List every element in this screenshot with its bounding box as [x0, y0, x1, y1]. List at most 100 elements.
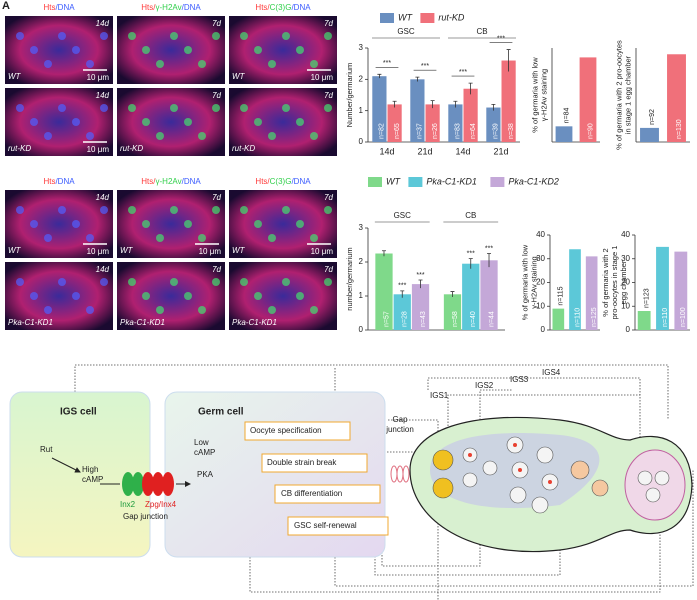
y-axis-label: % of germaria with low [520, 244, 529, 320]
cell-stain [100, 206, 108, 214]
y-tick-label: 1 [359, 291, 364, 300]
genotype-label: WT [232, 72, 246, 81]
significance: *** [383, 60, 391, 67]
rut-label: Rut [40, 445, 53, 454]
cell-stain [16, 104, 24, 112]
time-label: 7d [212, 193, 221, 202]
genotype-label: WT [8, 246, 22, 255]
y-tick-label: 1 [359, 106, 364, 115]
bar [410, 79, 425, 142]
cell-stain [268, 60, 276, 68]
significance: *** [467, 250, 475, 257]
group-label: CB [476, 27, 487, 36]
cell-stain [198, 60, 206, 68]
value-label: n=39 [493, 123, 500, 139]
legend-swatch [380, 13, 394, 23]
igs-title: IGS cell [60, 407, 97, 418]
time-label: 7d [212, 265, 221, 274]
value-label: n=125 [591, 307, 598, 327]
cell-stain [282, 104, 290, 112]
y-tick-label: 30 [536, 254, 545, 263]
region-label: IGS1 [430, 391, 449, 400]
legend-label: WT [386, 176, 401, 186]
cells [432, 436, 670, 514]
micrograph [117, 262, 225, 330]
output-label: GSC self-renewal [294, 521, 357, 530]
channel-name: /DNA [182, 3, 202, 12]
cell-stain [198, 306, 206, 314]
connector [249, 530, 661, 593]
bar [585, 256, 598, 330]
cell-stain [156, 132, 164, 140]
germ-title: Germ cell [198, 407, 244, 418]
channel-name: Hts/ [141, 3, 156, 12]
cell-stain [128, 206, 136, 214]
bar [555, 126, 573, 142]
output-box [274, 484, 381, 504]
cell-stain [170, 32, 178, 40]
zpg-label: Zpg/Inx4 [145, 500, 177, 509]
bar [480, 260, 498, 330]
error-bar [418, 279, 423, 289]
micrograph [229, 16, 337, 84]
cell-stain [156, 306, 164, 314]
pka-label: PKA [197, 470, 214, 479]
y-tick-label: 0 [626, 325, 631, 334]
y-tick-label: 10 [621, 301, 630, 310]
cell-stain [296, 46, 304, 54]
cell-stain [324, 206, 332, 214]
genotype-label: rut-KD [8, 144, 31, 153]
cell-stain [268, 234, 276, 242]
channel-name: C(3)G [270, 3, 292, 12]
cell-stain [44, 132, 52, 140]
cell-stain [282, 32, 290, 40]
value-label: n=65 [394, 123, 401, 139]
cell-stain [16, 206, 24, 214]
micrograph [229, 88, 337, 156]
cell-stain [86, 132, 94, 140]
value-label: n=130 [676, 119, 683, 139]
bar [667, 54, 686, 143]
channel-name: Hts/ [255, 177, 270, 186]
figure-label: A [2, 0, 10, 12]
camp-label: cAMP [82, 475, 103, 484]
bar [579, 57, 597, 142]
category-label: CB [465, 211, 476, 220]
cell-stain [240, 32, 248, 40]
output-box [261, 453, 368, 473]
value-label: n=82 [379, 123, 386, 139]
cell-stain [58, 206, 66, 214]
genotype-label: Pka-C1-KD1 [120, 318, 165, 327]
cell-stain [324, 278, 332, 286]
channel-name: /DNA [291, 177, 311, 186]
channel-name: γ-H2Av [156, 177, 182, 186]
cell-stain [184, 118, 192, 126]
cell-stain [86, 306, 94, 314]
cell-stain [296, 292, 304, 300]
value-label: n=57 [383, 311, 390, 327]
x-tick-label: 21d [493, 146, 508, 156]
time-label: 7d [324, 265, 333, 274]
cell-stain [58, 32, 66, 40]
legend-label: Pka-C1-KD1 [426, 176, 477, 186]
bar [387, 104, 402, 142]
cell-stain [212, 32, 220, 40]
time-label: 7d [212, 91, 221, 100]
error-bar [468, 258, 473, 269]
cell-stain [310, 60, 318, 68]
region-label: IGS2 [475, 381, 494, 390]
y-tick-label: 0 [359, 137, 364, 146]
output-label: CB differentiation [281, 489, 342, 498]
y-tick-label: 10 [536, 301, 545, 310]
value-label: n=110 [662, 308, 669, 327]
output-label: Oocyte specification [250, 426, 322, 435]
bar [375, 253, 393, 330]
cell-stain [16, 32, 24, 40]
cell-stain [86, 60, 94, 68]
cell-stain [16, 278, 24, 286]
cell-stain [142, 292, 150, 300]
error-bar [487, 253, 492, 268]
gap-junction-icon [100, 472, 191, 496]
cell-stain [198, 234, 206, 242]
